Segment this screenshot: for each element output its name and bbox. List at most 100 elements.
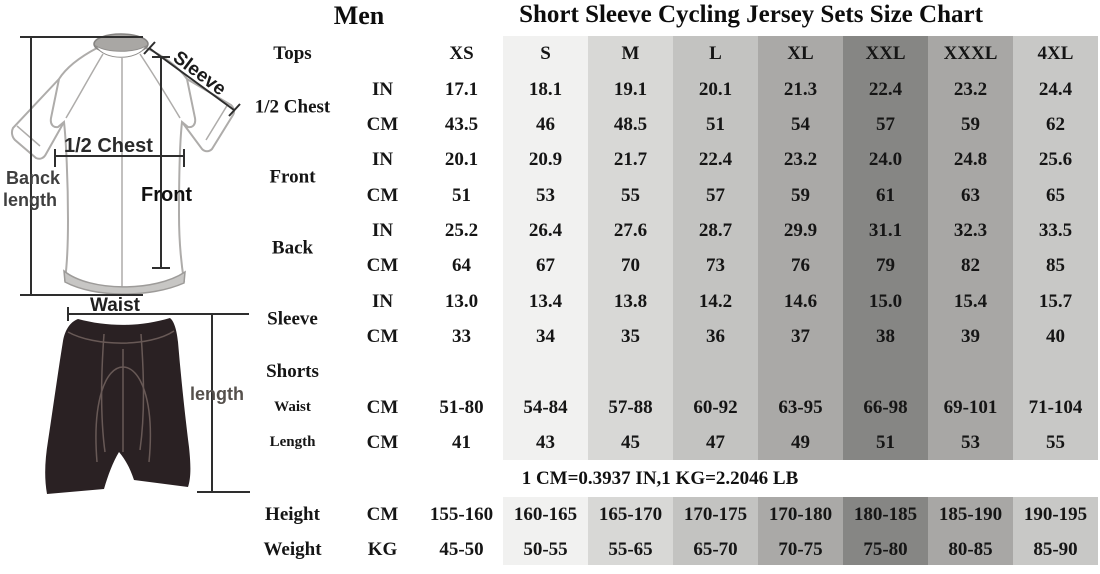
header-row: Tops XS S M L XL XXL XXXL 4XL — [240, 36, 1098, 72]
sleeve-in-cell: 15.4 — [953, 290, 988, 312]
weight-cell: 85-90 — [1033, 539, 1078, 560]
half-chest-cm-cell: 57 — [876, 113, 895, 135]
waist-cell: 60-92 — [693, 396, 738, 418]
back-in-cell: 26.4 — [528, 219, 563, 241]
weight-row: Weight KG 45-50 50-55 55-65 65-70 70-75 75-80… — [240, 533, 1098, 567]
height-cell: 165-170 — [598, 504, 663, 525]
unit-cell: CM — [366, 396, 399, 418]
shorts-length-label: length — [190, 384, 244, 404]
back-in-cell: 33.5 — [1038, 219, 1073, 241]
unit-cell: CM — [366, 431, 399, 453]
column-band-m — [588, 36, 673, 460]
conversion-note-row: 1 CM=0.3937 IN,1 KG=2.2046 LB — [240, 461, 1098, 497]
length-cell: 55 — [1046, 431, 1065, 453]
waist-cell: 71-104 — [1028, 396, 1083, 418]
back-cm-cell: 73 — [706, 255, 725, 277]
sleeve-label: Sleeve — [169, 47, 230, 100]
half-chest-label: 1/2 Chest — [64, 135, 153, 157]
column-band-m-bottom — [588, 497, 673, 565]
weight-cell: 65-70 — [693, 539, 738, 560]
column-band-xxl-bottom — [843, 497, 928, 565]
sleeve-cm-cell: 37 — [791, 325, 810, 347]
shorts-seams — [67, 330, 175, 463]
size-header-cell: L — [709, 43, 722, 64]
half-chest-cm-cell: 59 — [961, 113, 980, 135]
waist-cell: 66-98 — [863, 396, 908, 418]
unit-cell: IN — [371, 78, 394, 100]
front-in-cell: 20.9 — [528, 149, 563, 171]
back-in-row: Back IN 25.2 26.4 27.6 28.7 29.9 31.1 32.3 33.5 — [240, 213, 1098, 259]
height-cell: 170-175 — [683, 504, 748, 525]
sleeve-in-cell: 13.4 — [528, 290, 563, 312]
conversion-note: 1 CM=0.3937 IN,1 KG=2.2046 LB — [521, 467, 799, 489]
length-row: Length CM 41 43 45 47 49 51 53 55 — [240, 425, 1098, 460]
back-cm-cell: 85 — [1046, 255, 1065, 277]
length-cell: 51 — [876, 431, 895, 453]
back-cm-cell: 70 — [621, 255, 640, 277]
column-band-s — [503, 36, 588, 460]
length-cell: 41 — [452, 431, 471, 453]
height-cell: 185-190 — [938, 504, 1003, 525]
front-cm-cell: 57 — [706, 184, 725, 206]
height-row-label: Height — [265, 504, 320, 525]
weight-cell: 70-75 — [778, 539, 823, 560]
back-cm-cell: 79 — [876, 255, 895, 277]
column-band-xl — [758, 36, 843, 460]
size-header-cell: XL — [787, 43, 814, 64]
height-cell: 180-185 — [853, 504, 918, 525]
front-in-cell: 25.6 — [1038, 149, 1073, 171]
half-chest-in-cell: 23.2 — [953, 78, 988, 100]
sleeve-in-cell: 15.7 — [1038, 290, 1073, 312]
size-header-cell: M — [621, 43, 640, 64]
half-chest-in-cell: 18.1 — [528, 78, 563, 100]
length-row-label: Length — [269, 434, 316, 451]
unit-cell: CM — [366, 113, 399, 135]
front-in-cell: 21.7 — [613, 149, 648, 171]
front-in-row: Front IN 20.1 20.9 21.7 22.4 23.2 24.0 24.8 25.… — [240, 143, 1098, 188]
sleeve-in-cell: 13.0 — [444, 290, 479, 312]
size-header-cell: S — [540, 43, 551, 64]
shorts-section-label: Shorts — [266, 361, 319, 383]
length-cell: 47 — [706, 431, 725, 453]
half-chest-cm-cell: 54 — [791, 113, 810, 135]
back-in-cell: 28.7 — [698, 219, 733, 241]
waist-row-label: Waist — [274, 399, 311, 416]
unit-cell: IN — [371, 219, 394, 241]
height-row: Height CM 155-160 160-165 165-170 170-175 17… — [240, 497, 1098, 533]
height-cell: 160-165 — [513, 504, 578, 525]
front-in-cell: 22.4 — [698, 149, 733, 171]
half-chest-in-cell: 24.4 — [1038, 78, 1073, 100]
front-cm-cell: 53 — [536, 184, 555, 206]
back-cm-cell: 82 — [961, 255, 980, 277]
unit-cell: IN — [371, 290, 394, 312]
half-chest-cm-cell: 51 — [706, 113, 725, 135]
shorts-section-row: Shorts — [240, 355, 1098, 390]
measurement-lines — [20, 36, 250, 493]
unit-cell: CM — [366, 504, 399, 525]
jersey-outline — [10, 47, 236, 294]
front-in-cell: 24.0 — [868, 149, 903, 171]
column-band-4xl — [1013, 36, 1098, 460]
front-in-cell: 23.2 — [783, 149, 818, 171]
group-label-back: Back — [271, 237, 314, 259]
front-cm-cell: 59 — [791, 184, 810, 206]
back-in-cell: 31.1 — [868, 219, 903, 241]
length-cell: 43 — [536, 431, 555, 453]
jersey-neckline — [94, 44, 148, 58]
sleeve-in-cell: 15.0 — [868, 290, 903, 312]
waist-cell: 51-80 — [439, 396, 484, 418]
back-in-cell: 29.9 — [783, 219, 818, 241]
waist-row: Waist CM 51-80 54-84 57-88 60-92 63-95 66-98 6… — [240, 390, 1098, 425]
front-in-cell: 20.1 — [444, 149, 479, 171]
unit-cell: IN — [371, 149, 394, 171]
column-band-xxl — [843, 36, 928, 460]
unit-cell: CM — [366, 325, 399, 347]
front-cm-cell: 61 — [876, 184, 895, 206]
front-cm-cell: 63 — [961, 184, 980, 206]
back-length-label-line2: length — [3, 190, 57, 210]
weight-cell: 45-50 — [439, 539, 484, 560]
height-cell: 155-160 — [429, 504, 494, 525]
length-cell: 49 — [791, 431, 810, 453]
front-cm-cell: 55 — [621, 184, 640, 206]
half-chest-in-cell: 19.1 — [613, 78, 648, 100]
